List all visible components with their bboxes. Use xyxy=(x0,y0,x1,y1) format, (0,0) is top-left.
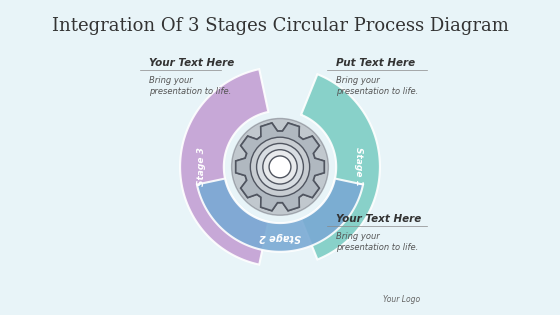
Polygon shape xyxy=(197,179,363,252)
Polygon shape xyxy=(180,69,268,265)
Circle shape xyxy=(256,143,304,190)
Text: Your Logo: Your Logo xyxy=(384,295,421,304)
Polygon shape xyxy=(301,74,380,260)
Text: Bring your
presentation to life.: Bring your presentation to life. xyxy=(149,76,231,96)
Text: Stage 1: Stage 1 xyxy=(353,147,362,186)
Circle shape xyxy=(250,137,310,197)
Text: Stage 2: Stage 2 xyxy=(259,232,301,243)
Text: Bring your
presentation to life.: Bring your presentation to life. xyxy=(336,232,418,252)
Circle shape xyxy=(256,143,304,190)
Text: Your Text Here: Your Text Here xyxy=(336,214,422,224)
Text: Integration Of 3 Stages Circular Process Diagram: Integration Of 3 Stages Circular Process… xyxy=(52,17,508,35)
Polygon shape xyxy=(236,123,324,211)
Circle shape xyxy=(269,156,291,178)
Circle shape xyxy=(263,150,297,184)
Circle shape xyxy=(263,150,297,184)
Text: Put Text Here: Put Text Here xyxy=(336,58,416,68)
Polygon shape xyxy=(236,123,324,211)
Text: Your Text Here: Your Text Here xyxy=(149,58,234,68)
Circle shape xyxy=(250,137,310,197)
Circle shape xyxy=(269,156,291,178)
Text: Bring your
presentation to life.: Bring your presentation to life. xyxy=(336,76,418,96)
Text: Stage 3: Stage 3 xyxy=(198,147,207,186)
Circle shape xyxy=(232,118,328,215)
